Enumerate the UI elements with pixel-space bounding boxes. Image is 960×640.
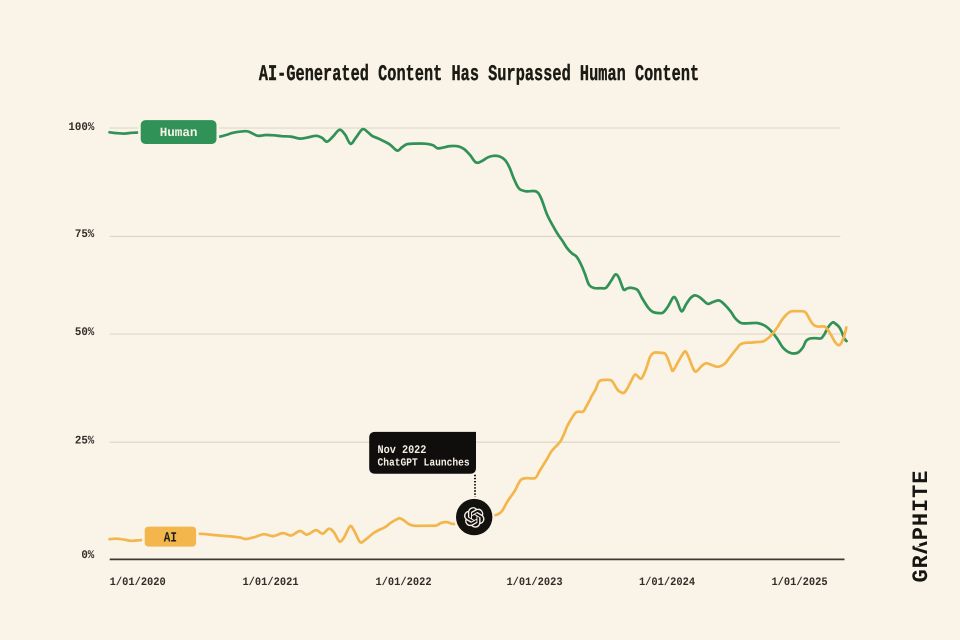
svg-text:1/01/2024: 1/01/2024 [639,576,695,589]
svg-text:0%: 0% [81,549,94,562]
svg-text:AI: AI [164,532,177,547]
svg-text:GRΛPHITE: GRΛPHITE [909,470,934,583]
svg-text:1/01/2023: 1/01/2023 [506,576,562,589]
svg-text:AI-Generated Content Has Surpa: AI-Generated Content Has Surpassed Human… [259,61,699,87]
svg-text:75%: 75% [75,229,95,242]
svg-text:25%: 25% [75,435,95,448]
svg-text:50%: 50% [75,326,95,339]
svg-text:Nov 2022: Nov 2022 [378,445,427,457]
svg-text:ChatGPT Launches: ChatGPT Launches [378,457,470,469]
svg-text:1/01/2020: 1/01/2020 [110,576,166,589]
svg-text:100%: 100% [68,121,94,134]
svg-text:1/01/2021: 1/01/2021 [242,576,298,589]
svg-text:Human: Human [160,126,198,140]
svg-text:1/01/2025: 1/01/2025 [771,576,827,589]
svg-text:1/01/2022: 1/01/2022 [375,576,431,589]
